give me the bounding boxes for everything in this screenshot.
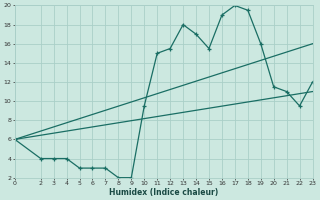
X-axis label: Humidex (Indice chaleur): Humidex (Indice chaleur) — [109, 188, 218, 197]
